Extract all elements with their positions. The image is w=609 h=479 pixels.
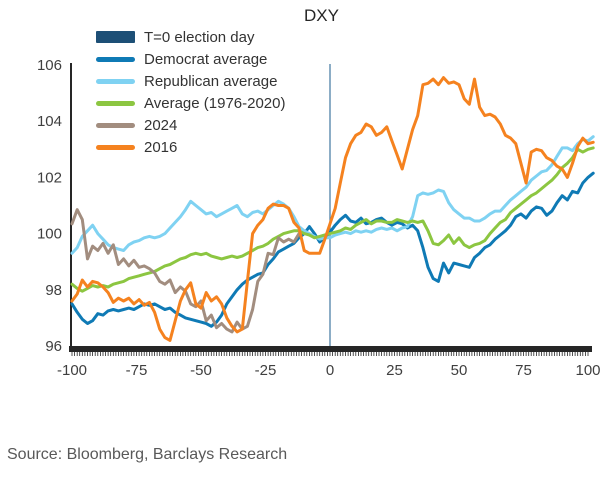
axes: -100 -75 -50 -25 0 25 50 75 100 96 98 100 102 104 106 [37,57,601,379]
series-line-average-1976-2020 [70,146,595,293]
legend-label: Republican average [144,72,278,90]
y-tick-label: 96 [45,338,62,355]
legend-item-average-1976-2020: Average (1976-2020) [96,92,286,114]
legend-label: Democrat average [144,50,268,68]
legend-swatch-average-1976-2020 [96,100,135,106]
series-line-republican-average [70,135,595,255]
x-tick-label: 100 [575,362,600,379]
x-tick-label: 75 [515,362,532,379]
legend-item-republican-average: Republican average [96,70,286,92]
legend-swatch-democrat-average [96,56,135,62]
y-tick-label: 100 [37,226,62,243]
plot-svg: -100 -75 -50 -25 0 25 50 75 100 96 98 100 102 104 106 [37,57,601,379]
legend-swatch-republican-average [96,78,135,84]
series-lines [70,76,595,342]
series-line-2016 [70,76,595,342]
legend-item-t-0-election-day: T=0 election day [96,26,286,48]
x-tick-label: -50 [190,362,212,379]
x-tick-label: -100 [57,362,87,379]
y-tick-label: 104 [37,113,62,130]
x-tick-label: 50 [451,362,468,379]
legend-swatch-2024 [96,122,135,128]
source-note: Source: Bloomberg, Barclays Research [7,446,288,463]
legend: T=0 election day Democrat average Republic… [96,26,286,158]
legend-item-2016: 2016 [96,136,286,158]
legend-swatch-2016 [96,144,135,150]
series-line-democrat-average [70,171,595,328]
y-tick-label: 98 [45,282,62,299]
legend-swatch-t-0-election-day [96,31,135,43]
x-tick-label: 25 [386,362,403,379]
legend-label: 2016 [144,138,178,156]
y-tick-label: 106 [37,57,62,74]
legend-item-2024: 2024 [96,114,286,136]
x-tick-label: 0 [326,362,334,379]
legend-label: Average (1976-2020) [144,94,286,112]
x-tick-label: -25 [255,362,277,379]
legend-item-democrat-average: Democrat average [96,48,286,70]
chart-title: DXY [304,6,339,25]
legend-label: T=0 election day [144,28,255,46]
y-tick-label: 102 [37,169,62,186]
legend-label: 2024 [144,116,178,134]
x-tick-label: -75 [126,362,148,379]
x-axis-bar [69,346,592,352]
